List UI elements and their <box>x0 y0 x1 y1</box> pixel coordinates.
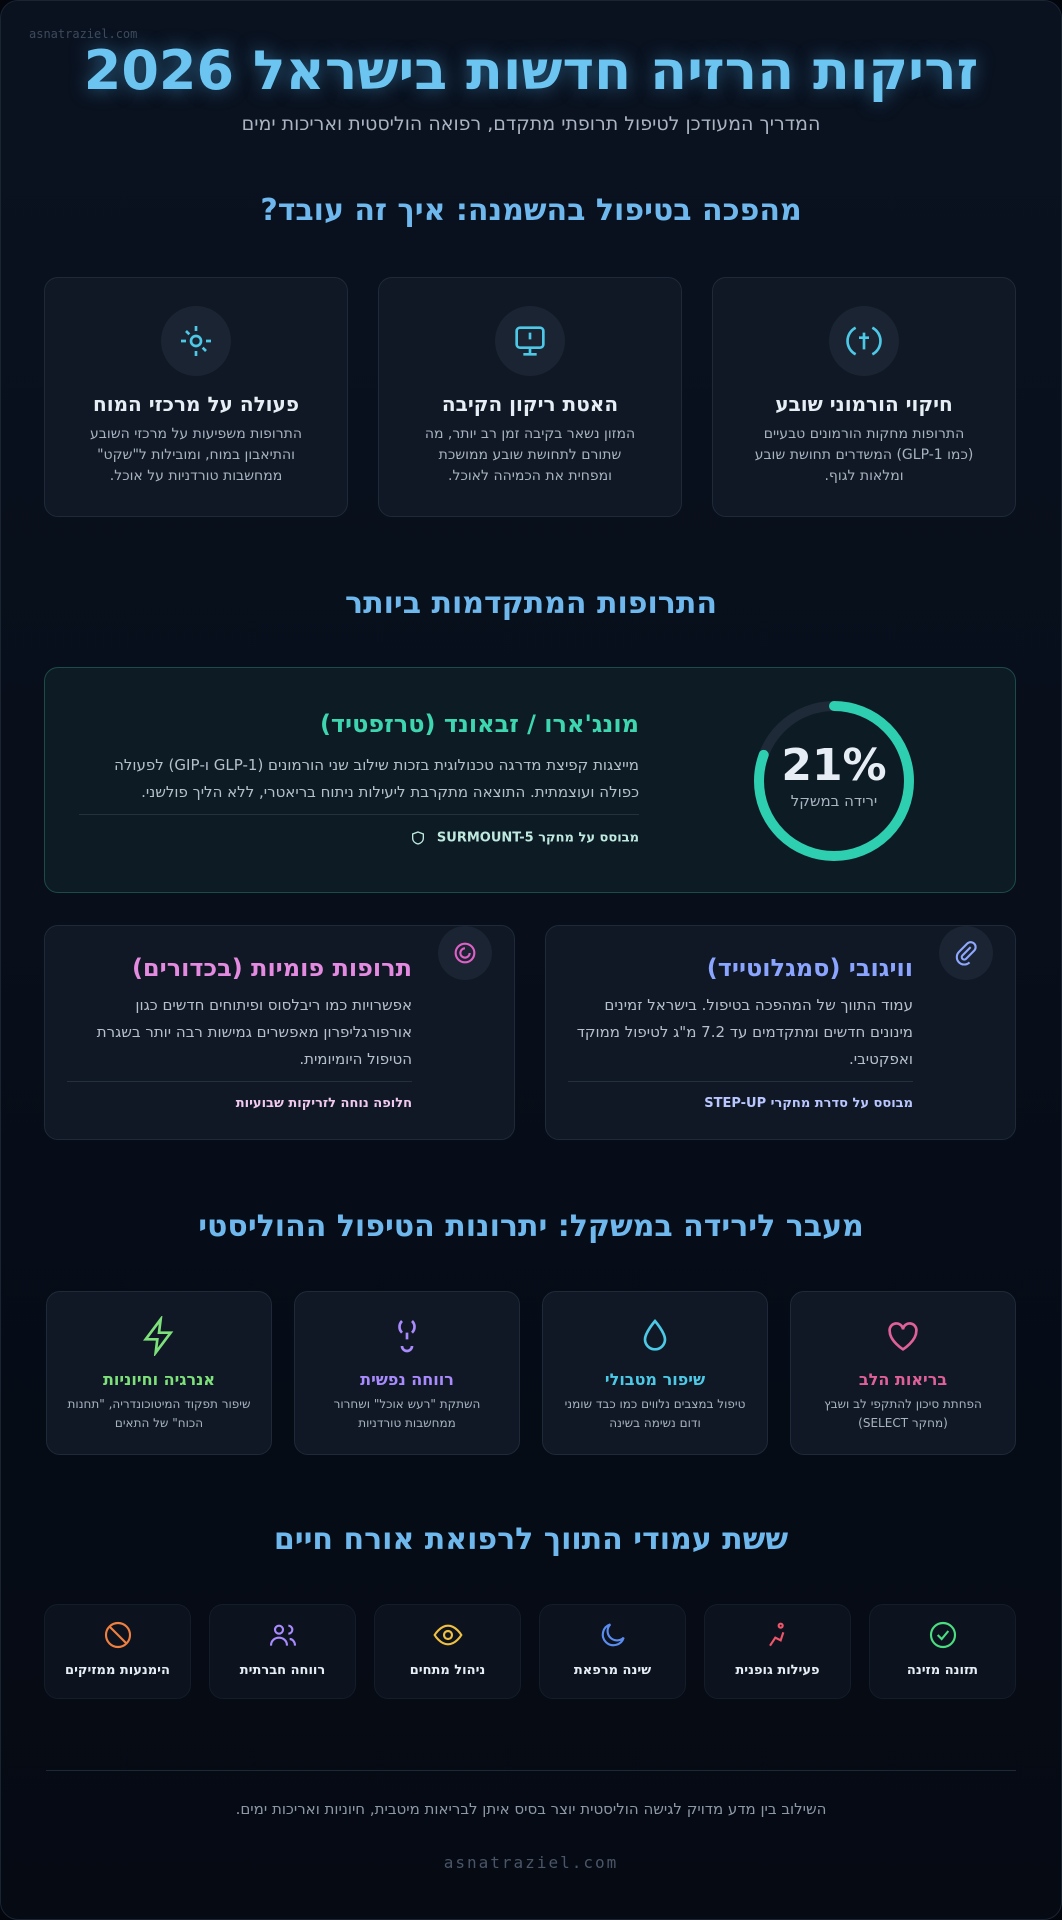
icon <box>540 1619 685 1655</box>
pillar-card: תזונה מזינה <box>869 1604 1016 1699</box>
icon <box>210 1619 355 1655</box>
card-text: טיפול במצבים נלווים כמו כבד שומני ודום נ… <box>564 1397 746 1430</box>
card-title: מונג'ארו / זבאונד (טרזפטיד) <box>319 710 639 738</box>
icon <box>161 306 231 376</box>
pillar-label: שינה מרפאת <box>573 1663 652 1678</box>
pillar-label: הימנעות ממזיקים <box>65 1663 170 1678</box>
pillar-card: ניהול מתחים <box>374 1604 521 1699</box>
pillar-card: פעילות גופנית <box>704 1604 851 1699</box>
card-text: שיפור תפקוד המיטוכונדריה, "תחנות הכוח" ש… <box>67 1397 251 1430</box>
card-title: בריאות הלב <box>858 1370 948 1389</box>
section-heading: מעבר לירידה במשקל: יתרונות הטיפול ההוליס… <box>198 1209 864 1244</box>
icon <box>45 1619 190 1655</box>
divider <box>46 1770 1016 1771</box>
icon <box>791 1316 1015 1360</box>
icon <box>375 1619 520 1655</box>
section-heading: ששת עמודי התווך לרפואת אורח חיים <box>273 1522 789 1557</box>
card-text: הפחתת סיכון להתקפי לב ושבץ (מחקר SELECT) <box>824 1397 982 1430</box>
mechanism-card: האטת ריקון הקיבה המזון נשאר בקיבה זמן רב… <box>378 277 682 517</box>
card-title: רווחה נפשית <box>360 1370 454 1389</box>
card-text: עמוד התווך של המהפכה בטיפול. בישראל זמינ… <box>576 996 913 1068</box>
pillar-label: ניהול מתחים <box>409 1663 486 1678</box>
card-note: חלופה נוחה לזריקות שבועיות <box>235 1096 412 1111</box>
drug-card: וויגובי (סמגלוטייד) עמוד התווך של המהפכה… <box>545 925 1016 1140</box>
icon <box>47 1314 271 1360</box>
icon <box>295 1316 519 1360</box>
card-title: חיקוי הורמוני שובע <box>775 392 953 416</box>
footer-brand: asnatraziel.com <box>443 1853 619 1872</box>
card-note: מבוסס על סדרת מחקרי STEP-UP <box>704 1096 913 1111</box>
card-text: המזון נשאר בקיבה זמן רב יותר, מה שתורם ל… <box>424 426 636 484</box>
pillar-card: שינה מרפאת <box>539 1604 686 1699</box>
card-note: מבוסס על מחקר SURMOUNT-5 <box>410 830 639 846</box>
card-text: התרופות מחקות הורמונים טבעיים (כמו GLP-1… <box>754 426 974 484</box>
benefit-card: שיפור מטבולי טיפול במצבים נלווים כמו כבד… <box>542 1291 768 1455</box>
pillar-card: הימנעות ממזיקים <box>44 1604 191 1699</box>
icon <box>543 1316 767 1360</box>
drug-card: תרופות פומיות (בכדורים) אפשרויות כמו ריב… <box>44 925 515 1140</box>
note-text: מבוסס על מחקר SURMOUNT-5 <box>436 830 639 846</box>
icon <box>829 306 899 376</box>
card-text: השתקת "רעש אוכל" ושחרור ממחשבות טורדניות <box>333 1397 481 1430</box>
benefit-card: רווחה נפשית השתקת "רעש אוכל" ושחרור ממחש… <box>294 1291 520 1455</box>
section-heading: התרופות המתקדמות ביותר <box>345 586 717 621</box>
icon <box>495 306 565 376</box>
pillar-card: רווחה חברתית <box>209 1604 356 1699</box>
mechanism-card: פעולה על מרכזי המוח התרופות משפיעות על מ… <box>44 277 348 517</box>
icon <box>870 1619 1015 1655</box>
card-title: וויגובי (סמגלוטייד) <box>706 954 913 982</box>
featured-card: 21% ירידה במשקל מונג'ארו / זבאונד (טרזפט… <box>44 667 1016 893</box>
benefit-card: אנרגיה וחיוניות שיפור תפקוד המיטוכונדריה… <box>46 1291 272 1455</box>
title: זריקות הרזיה חדשות בישראל 2026 <box>83 39 979 102</box>
footer-text: השילוב בין מדע מדויק לגישה הוליסטית יוצר… <box>235 1800 827 1818</box>
pillar-label: תזונה מזינה <box>906 1663 979 1678</box>
section-heading: מהפכה בטיפול בהשמנה: איך זה עובד? <box>260 193 802 228</box>
card-title: שיפור מטבולי <box>604 1370 706 1389</box>
stat-ring <box>754 701 914 861</box>
icon <box>705 1619 850 1655</box>
card-title: פעולה על מרכזי המוח <box>92 392 300 416</box>
card-title: האטת ריקון הקיבה <box>441 392 619 416</box>
stat-value: 21% <box>781 740 887 791</box>
watermark: asnatraziel.com <box>29 27 138 41</box>
mechanism-card: חיקוי הורמוני שובע התרופות מחקות הורמוני… <box>712 277 1016 517</box>
card-title: תרופות פומיות (בכדורים) <box>131 954 412 982</box>
subtitle: המדריך המעודכן לטיפול תרופתי מתקדם, רפוא… <box>241 113 821 135</box>
pillar-label: פעילות גופנית <box>735 1663 820 1678</box>
pillar-label: רווחה חברתית <box>239 1663 326 1678</box>
card-title: אנרגיה וחיוניות <box>102 1370 216 1389</box>
benefit-card: בריאות הלב הפחתת סיכון להתקפי לב ושבץ (מ… <box>790 1291 1016 1455</box>
stat-label: ירידה במשקל <box>790 792 878 810</box>
card-text: התרופות משפיעות על מרכזי השובע והתיאבון … <box>90 426 302 484</box>
card-text: מייצגות קפיצת מדרגה טכנולוגית בזכות שילו… <box>114 756 639 801</box>
card-text: אפשרויות כמו ריבלסוס ופיתוחים חדשים כגון… <box>96 996 412 1068</box>
